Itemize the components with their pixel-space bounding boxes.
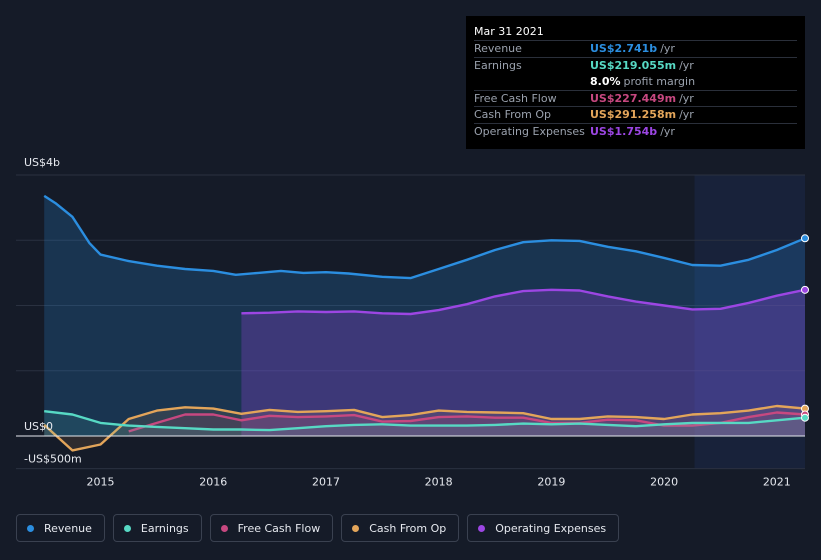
tooltip-row-value: US$219.055m xyxy=(590,58,677,72)
tooltip-row-label: Free Cash Flow xyxy=(474,91,557,105)
tooltip-row-value: US$1.754b xyxy=(590,124,658,138)
legend-label: Earnings xyxy=(140,521,189,535)
tooltip-row-label: Operating Expenses xyxy=(474,124,585,138)
x-tick-label: 2019 xyxy=(537,476,565,489)
tooltip-date: Mar 31 2021 xyxy=(474,25,544,38)
legend-label: Cash From Op xyxy=(369,521,447,535)
operating-expenses-area xyxy=(241,289,805,436)
tooltip-row: 8.0% profit margin xyxy=(474,73,797,90)
tooltip-row-unit: /yr xyxy=(679,58,694,72)
tooltip-row-unit: profit margin xyxy=(623,74,696,88)
tooltip-row-label: Revenue xyxy=(474,42,522,56)
revenue-end-point xyxy=(801,234,809,243)
legend-dot-icon xyxy=(352,524,360,532)
x-tick-label: 2020 xyxy=(650,476,678,489)
tooltip-row-unit: /yr xyxy=(660,42,675,56)
legend-label: Free Cash Flow xyxy=(237,521,321,535)
operating-expenses-line xyxy=(241,288,806,316)
legend-item-cash-from-op[interactable]: Cash From Op xyxy=(341,514,460,542)
legend-item-revenue[interactable]: Revenue xyxy=(16,514,105,542)
tooltip-row: Free Cash Flow US$227.449m/yr xyxy=(474,89,797,107)
tooltip-row: Revenue US$2.741b/yr xyxy=(474,40,797,57)
tooltip-rows: Revenue US$2.741b/yr Earnings US$219.055m/y… xyxy=(474,40,797,139)
legend-dot-icon xyxy=(123,524,131,532)
tooltip-row: Cash From Op US$291.258m/yr xyxy=(474,106,797,123)
legend-label: Revenue xyxy=(44,521,92,535)
x-tick-label: 2015 xyxy=(87,476,115,489)
cash-from-op-line xyxy=(43,404,806,452)
tooltip-row-unit: /yr xyxy=(660,124,675,138)
tooltip-row-label: Earnings xyxy=(474,58,522,72)
tooltip-panel: Mar 31 2021 Revenue US$2.741b/yr Earnings U… xyxy=(466,16,805,149)
tooltip-row: Operating Expenses US$1.754b/yr xyxy=(474,122,797,140)
tooltip-row-unit: /yr xyxy=(679,108,694,122)
legend-dot-icon xyxy=(220,524,228,532)
y-label-bottom: -US$500m xyxy=(24,453,82,466)
tooltip-row-value: 8.0% xyxy=(590,74,621,88)
legend-item-operating-expenses[interactable]: Operating Expenses xyxy=(467,514,620,542)
y-label-top: US$4b xyxy=(24,156,60,169)
revenue-line xyxy=(43,194,806,280)
x-tick-label: 2018 xyxy=(425,476,453,489)
x-tick-label: 2021 xyxy=(763,476,791,489)
earnings-line xyxy=(44,410,806,432)
earnings-end-point xyxy=(801,413,809,422)
revenue-area xyxy=(44,195,805,436)
tooltip-row-value: US$2.741b xyxy=(590,42,658,56)
chart-area: US$4b US$0 -US$500m 2015 2016 2017 2018 2019 202… xyxy=(16,156,809,489)
legend-label: Operating Expenses xyxy=(495,521,607,535)
tooltip-row-label: Cash From Op xyxy=(474,108,552,122)
operating-expenses-end-point xyxy=(801,285,809,294)
legend-item-earnings[interactable]: Earnings xyxy=(112,514,202,542)
legend-dot-icon xyxy=(27,524,34,532)
legend: Revenue Earnings Free Cash Flow Cash From O… xyxy=(16,514,620,542)
legend-item-free-cash-flow[interactable]: Free Cash Flow xyxy=(209,514,334,542)
free-cash-flow-area xyxy=(128,412,805,436)
tooltip-row-unit: /yr xyxy=(679,91,694,105)
tooltip-row-value: US$291.258m xyxy=(590,108,677,122)
legend-dot-icon xyxy=(478,524,486,532)
x-tick-label: 2016 xyxy=(199,476,227,489)
tooltip-row-value: US$227.449m xyxy=(590,91,677,105)
tooltip-row: Earnings US$219.055m/yr xyxy=(474,56,797,74)
y-label-zero: US$0 xyxy=(24,420,53,433)
free-cash-flow-line xyxy=(128,411,806,433)
x-tick-label: 2017 xyxy=(312,476,340,489)
